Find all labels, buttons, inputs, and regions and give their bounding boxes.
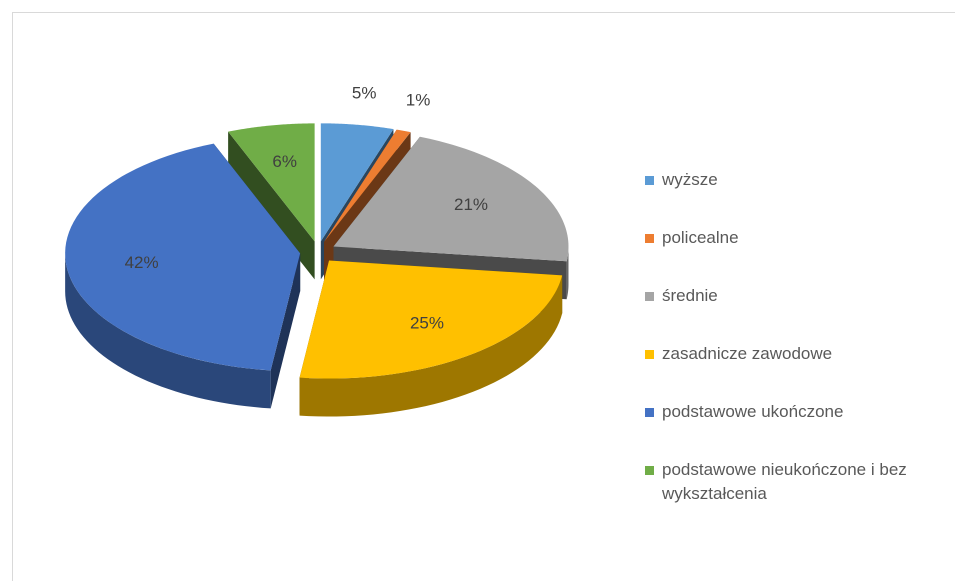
slice-side — [228, 131, 315, 280]
slice — [333, 136, 569, 262]
data-label: 42% — [125, 253, 159, 272]
data-label: 25% — [410, 313, 444, 332]
slice-wall — [65, 253, 271, 409]
legend-label: zasadnicze zawodowe — [662, 344, 833, 363]
legend-item: wyższe — [645, 168, 945, 226]
slice — [65, 143, 301, 371]
slice — [228, 123, 315, 242]
legend-label: wyższe — [662, 170, 718, 189]
legend-item: średnie — [645, 284, 945, 342]
data-label: 21% — [454, 195, 488, 214]
legend-swatch — [645, 234, 654, 243]
legend-item: podstawowe ukończone — [645, 400, 945, 458]
legend-item: zasadnicze zawodowe — [645, 342, 945, 400]
data-label: 5% — [352, 83, 377, 102]
legend-swatch — [645, 466, 654, 475]
legend-label: policealne — [662, 228, 739, 247]
slice — [320, 123, 394, 242]
legend-swatch — [645, 176, 654, 185]
legend-label: podstawowe nieukończone i bez wykształce… — [662, 460, 907, 503]
slice — [299, 260, 563, 379]
legend: wyższe policealne średnie zasadnicze zawodo… — [645, 168, 945, 516]
legend-swatch — [645, 408, 654, 417]
data-label: 1% — [406, 90, 431, 109]
legend-item: policealne — [645, 226, 945, 284]
data-label: 6% — [272, 152, 297, 171]
legend-label: podstawowe ukończone — [662, 402, 844, 421]
legend-swatch — [645, 350, 654, 359]
slice-side — [270, 253, 301, 409]
legend-label: średnie — [662, 286, 718, 305]
chart-frame — [12, 12, 955, 581]
slice-wall — [299, 275, 563, 417]
legend-item: podstawowe nieukończone i bez wykształce… — [645, 458, 945, 516]
legend-swatch — [645, 292, 654, 301]
slice-wall — [566, 246, 569, 300]
slice — [324, 129, 411, 242]
